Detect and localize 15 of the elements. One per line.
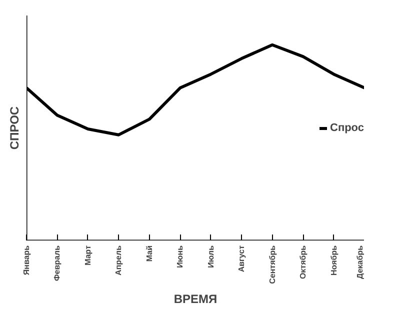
x-tick-label: Сентябрь xyxy=(268,245,277,284)
x-tick-label: Январь xyxy=(22,245,31,276)
x-tick-label: Май xyxy=(144,245,154,262)
x-tick-label: Декабрь xyxy=(356,245,364,279)
legend-label: Спрос xyxy=(330,122,364,134)
x-tick-label: Апрель xyxy=(114,245,124,276)
x-tick-label: Июнь xyxy=(176,245,185,268)
x-tick-label: Март xyxy=(83,245,92,266)
x-tick-label: Февраль xyxy=(52,245,62,282)
y-axis-title: СПРОС xyxy=(8,106,22,150)
x-tick-label: Ноябрь xyxy=(329,245,338,276)
x-tick-label: Октябрь xyxy=(298,245,308,280)
x-tick-label: Июль xyxy=(206,245,216,268)
x-tick-label: Август xyxy=(237,245,246,272)
x-axis-title: ВРЕМЯ xyxy=(174,292,218,306)
